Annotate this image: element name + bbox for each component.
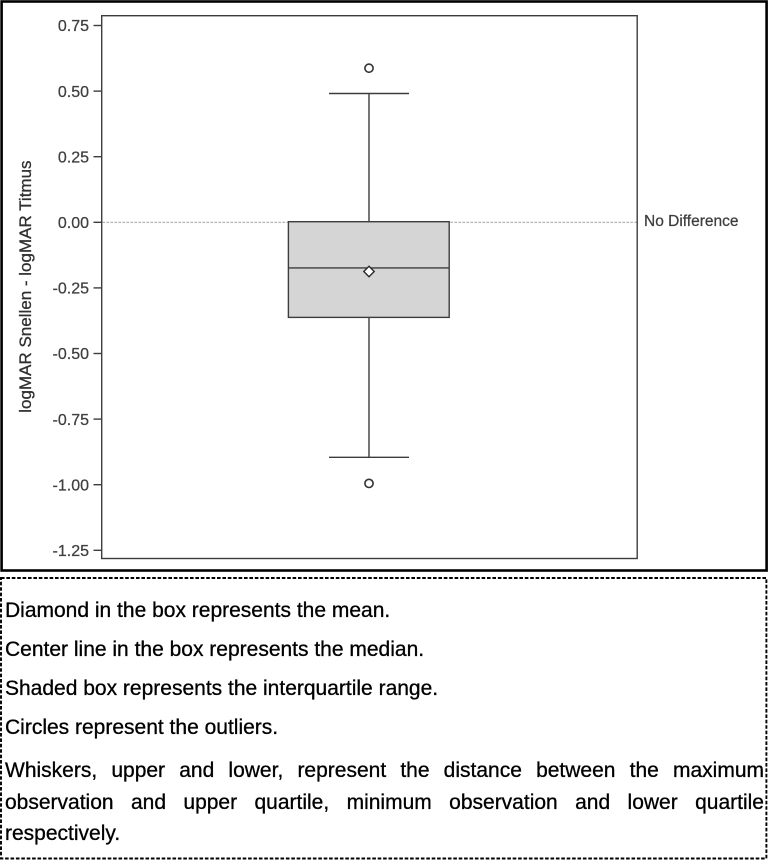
svg-text:0.00: 0.00 (58, 215, 89, 232)
svg-text:-0.50: -0.50 (53, 346, 90, 363)
svg-text:logMAR Snellen - logMAR Titmus: logMAR Snellen - logMAR Titmus (16, 160, 35, 412)
svg-text:0.50: 0.50 (58, 84, 89, 101)
svg-text:-1.00: -1.00 (53, 477, 90, 494)
svg-text:-0.25: -0.25 (53, 281, 90, 298)
svg-text:0.25: 0.25 (58, 149, 89, 166)
svg-text:-1.25: -1.25 (53, 543, 90, 560)
svg-text:-0.75: -0.75 (53, 412, 90, 429)
svg-text:0.75: 0.75 (58, 18, 89, 35)
svg-text:No Difference: No Difference (644, 213, 738, 230)
